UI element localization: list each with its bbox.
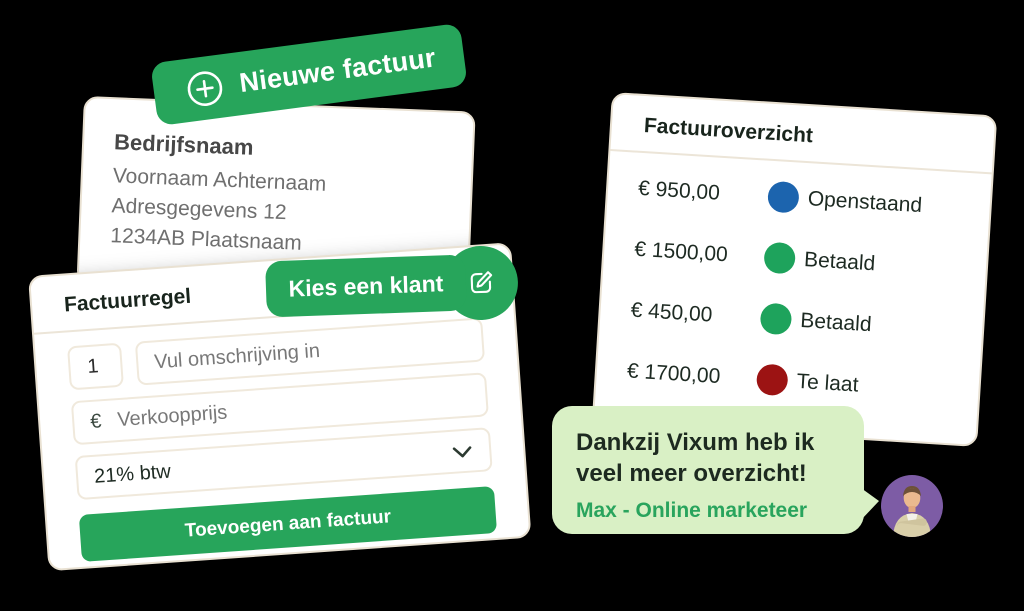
invoice-amount: € 450,00 bbox=[630, 298, 714, 327]
description-placeholder: Vul omschrijving in bbox=[153, 339, 321, 373]
invoice-amount: € 950,00 bbox=[637, 176, 721, 205]
quantity-input[interactable]: 1 bbox=[67, 342, 124, 391]
status-label: Betaald bbox=[803, 247, 876, 275]
status-label: Te laat bbox=[796, 369, 860, 397]
edit-icon-circle[interactable] bbox=[442, 244, 520, 322]
new-invoice-label: Nieuwe factuur bbox=[237, 42, 438, 99]
edit-pencil-icon bbox=[470, 271, 493, 294]
testimonial-quote-line-2: veel meer overzicht! bbox=[576, 460, 807, 487]
status-dot-paid bbox=[763, 241, 797, 275]
plus-circle-icon bbox=[187, 70, 223, 106]
status-dot-open bbox=[766, 180, 800, 214]
new-invoice-button[interactable]: Nieuwe factuur bbox=[150, 22, 468, 127]
status-dot-paid bbox=[759, 302, 793, 336]
testimonial-quote-line-1: Dankzij Vixum heb ik bbox=[576, 429, 815, 456]
price-placeholder: Verkoopprijs bbox=[116, 400, 228, 431]
euro-symbol: € bbox=[89, 409, 103, 433]
add-to-invoice-label: Toevoegen aan factuur bbox=[184, 505, 392, 542]
testimonial-author: Max - Online marketeer bbox=[576, 499, 808, 522]
testimonial-bubble: Dankzij Vixum heb ik veel meer overzicht… bbox=[552, 406, 879, 534]
invoice-amount: € 1700,00 bbox=[626, 358, 721, 388]
speech-bubble-tail bbox=[861, 488, 879, 520]
choose-client-button[interactable]: Kies een klant bbox=[265, 244, 524, 331]
choose-client-label: Kies een klant bbox=[288, 269, 444, 302]
status-dot-late bbox=[755, 363, 789, 397]
vat-selected-option: 21% btw bbox=[93, 460, 172, 488]
status-label: Openstaand bbox=[807, 186, 923, 217]
invoice-line-card: Factuurregel 1 Vul omschrijving in € Ver… bbox=[28, 242, 532, 572]
chevron-down-icon bbox=[452, 446, 472, 458]
avatar-illustration bbox=[881, 475, 943, 537]
add-to-invoice-button[interactable]: Toevoegen aan factuur bbox=[78, 486, 498, 562]
status-label: Betaald bbox=[799, 308, 873, 336]
max-portrait-avatar bbox=[881, 475, 943, 537]
invoice-overview-card: Factuuroverzicht € 950,00 Openstaand € 1… bbox=[591, 92, 998, 447]
vat-select[interactable]: 21% btw bbox=[74, 427, 493, 501]
invoice-amount: € 1500,00 bbox=[633, 237, 729, 266]
